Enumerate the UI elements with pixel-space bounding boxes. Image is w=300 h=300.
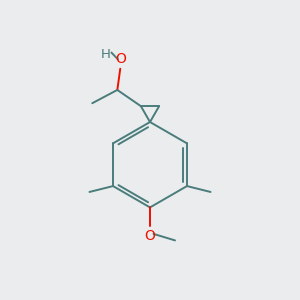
Text: O: O [145, 229, 155, 243]
Text: O: O [115, 52, 126, 66]
Text: H: H [101, 48, 111, 61]
